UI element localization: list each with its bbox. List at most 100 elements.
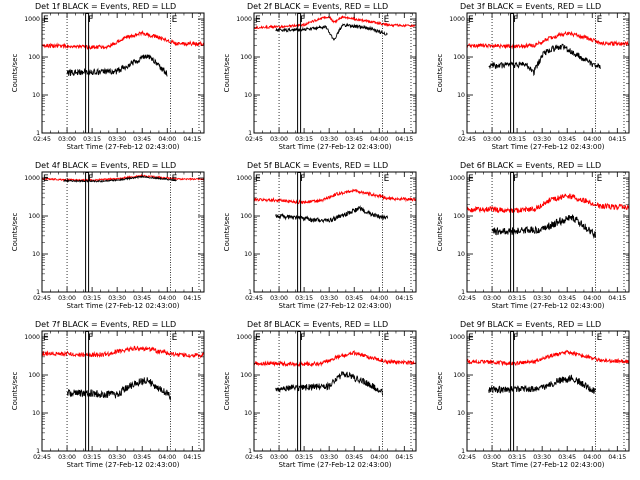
lld-series-line: [253, 349, 417, 368]
y-tick-label: 10: [244, 251, 252, 258]
panel-title: Det 4f BLACK = Events, RED = LLD: [35, 161, 176, 170]
y-tick-label: 1: [36, 130, 40, 137]
marker-label: E: [255, 174, 261, 184]
y-axis-label: Counts/sec: [223, 372, 231, 411]
y-tick-label: 1: [248, 448, 252, 455]
events-series-line: [488, 43, 602, 77]
detector-panel: Det 9f BLACK = Events, RED = LLD E F E 02:45…: [436, 320, 630, 469]
y-tick-label: 1000: [449, 16, 465, 23]
x-axis-label: Start Time (27-Feb-12 02:43:00): [66, 302, 179, 310]
y-tick-label: 1: [461, 448, 465, 455]
events-series-line: [488, 374, 597, 394]
y-axis-label: Counts/sec: [436, 372, 444, 411]
plot-frame: [466, 330, 630, 452]
x-tick-label: 03:45: [133, 295, 151, 302]
detector-panel: Det 2f BLACK = Events, RED = LLD E F E 02:45…: [223, 2, 417, 151]
x-axis-label: Start Time (27-Feb-12 02:43:00): [491, 143, 604, 151]
y-tick-label: 100: [240, 372, 252, 379]
events-series-line: [66, 377, 172, 401]
y-tick-label: 10: [32, 251, 40, 258]
y-axis-label: Counts/sec: [11, 54, 19, 93]
y-tick-label: 100: [453, 54, 465, 61]
x-tick-label: 03:30: [108, 295, 126, 302]
marker-label: F: [300, 15, 305, 25]
marker-label: E: [468, 174, 474, 184]
y-tick-label: 10: [457, 251, 465, 258]
y-tick-label: 1000: [236, 16, 252, 23]
detector-panel: Det 7f BLACK = Events, RED = LLD E F E 02:45…: [11, 320, 205, 469]
plot-frame: [41, 12, 205, 134]
detector-panel: Det 3f BLACK = Events, RED = LLD E F E 02:45…: [436, 2, 630, 151]
marker-label: E: [255, 333, 261, 343]
x-tick-label: 04:00: [370, 136, 388, 143]
plot-frame: [41, 171, 205, 293]
marker-label: F: [88, 333, 93, 343]
marker-label: E: [255, 15, 261, 25]
marker-label: F: [513, 333, 518, 343]
marker-label: E: [597, 15, 603, 25]
lld-series-line: [466, 30, 630, 50]
x-tick-label: 03:30: [108, 136, 126, 143]
marker-label: E: [597, 333, 603, 343]
x-axis-label: Start Time (27-Feb-12 02:43:00): [491, 461, 604, 469]
detector-panel: Det 6f BLACK = Events, RED = LLD E F E 02:45…: [436, 161, 630, 310]
y-tick-label: 100: [28, 54, 40, 61]
x-tick-label: 03:45: [345, 136, 363, 143]
x-tick-label: 03:15: [83, 295, 101, 302]
y-tick-label: 10: [457, 410, 465, 417]
x-tick-label: 03:00: [58, 136, 76, 143]
marker-label: E: [468, 333, 474, 343]
x-tick-label: 04:00: [370, 295, 388, 302]
x-axis-label: Start Time (27-Feb-12 02:43:00): [66, 143, 179, 151]
x-tick-label: 04:15: [183, 295, 201, 302]
lld-series-line: [41, 173, 205, 182]
x-axis-label: Start Time (27-Feb-12 02:43:00): [278, 143, 391, 151]
y-tick-label: 1000: [24, 16, 40, 23]
x-tick-label: 03:45: [133, 454, 151, 461]
x-tick-label: 02:45: [458, 136, 476, 143]
y-tick-label: 1000: [236, 334, 252, 341]
x-tick-label: 03:00: [58, 454, 76, 461]
plot-frame: [41, 330, 205, 452]
x-tick-label: 03:45: [345, 295, 363, 302]
y-tick-label: 1000: [236, 175, 252, 182]
x-tick-label: 03:00: [270, 454, 288, 461]
y-tick-label: 100: [240, 213, 252, 220]
x-tick-label: 03:15: [508, 136, 526, 143]
lld-series-line: [466, 349, 630, 367]
x-tick-label: 04:15: [183, 454, 201, 461]
x-tick-label: 03:30: [533, 454, 551, 461]
y-axis-label: Counts/sec: [436, 213, 444, 252]
x-tick-label: 03:30: [320, 295, 338, 302]
y-tick-label: 100: [453, 372, 465, 379]
panel-title: Det 2f BLACK = Events, RED = LLD: [247, 2, 388, 11]
x-tick-label: 03:15: [508, 295, 526, 302]
lld-series-line: [253, 15, 416, 30]
marker-label: E: [597, 174, 603, 184]
y-tick-label: 1: [36, 448, 40, 455]
x-tick-label: 04:00: [583, 454, 601, 461]
y-axis-label: Counts/sec: [223, 54, 231, 93]
plot-frame: [253, 171, 417, 293]
lld-series-line: [466, 193, 630, 214]
x-tick-label: 04:15: [608, 295, 626, 302]
x-tick-label: 03:00: [483, 454, 501, 461]
x-tick-label: 02:45: [458, 295, 476, 302]
x-tick-label: 03:15: [295, 454, 313, 461]
y-tick-label: 1000: [449, 334, 465, 341]
y-tick-label: 100: [28, 372, 40, 379]
x-tick-label: 03:15: [83, 454, 101, 461]
marker-label: E: [384, 174, 390, 184]
x-tick-label: 03:00: [270, 136, 288, 143]
detector-panel: Det 8f BLACK = Events, RED = LLD E F E 02:45…: [223, 320, 417, 469]
x-tick-label: 03:45: [558, 295, 576, 302]
x-tick-label: 03:15: [508, 454, 526, 461]
lld-series-line: [253, 188, 417, 205]
x-tick-label: 04:15: [395, 454, 413, 461]
x-tick-label: 03:00: [58, 295, 76, 302]
y-tick-label: 10: [457, 92, 465, 99]
x-tick-label: 04:15: [608, 136, 626, 143]
x-tick-label: 03:00: [483, 295, 501, 302]
y-tick-label: 10: [32, 410, 40, 417]
lld-series-line: [41, 29, 205, 50]
